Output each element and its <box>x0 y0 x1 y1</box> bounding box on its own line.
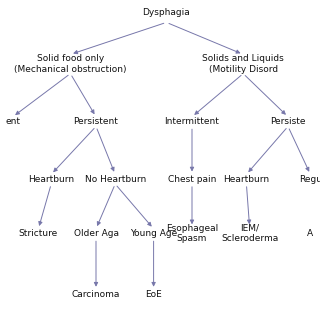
Text: Solids and Liquids
(Motility Disord: Solids and Liquids (Motility Disord <box>202 54 284 74</box>
Text: Heartburn: Heartburn <box>223 175 269 184</box>
Text: Older Aga: Older Aga <box>74 229 118 238</box>
Text: Heartburn: Heartburn <box>28 175 74 184</box>
Text: Esophageal
Spasm: Esophageal Spasm <box>166 224 218 243</box>
Text: Carcinoma: Carcinoma <box>72 290 120 299</box>
Text: Intermittent: Intermittent <box>164 117 220 126</box>
Text: ent: ent <box>5 117 20 126</box>
Text: No Heartburn: No Heartburn <box>84 175 146 184</box>
Text: Solid food only
(Mechanical obstruction): Solid food only (Mechanical obstruction) <box>14 54 127 74</box>
Text: Young Age: Young Age <box>130 229 177 238</box>
Text: Chest pain: Chest pain <box>168 175 216 184</box>
Text: Persistent: Persistent <box>74 117 118 126</box>
Text: Stricture: Stricture <box>19 229 58 238</box>
Text: EoE: EoE <box>145 290 162 299</box>
Text: Persiste: Persiste <box>270 117 306 126</box>
Text: IEM/
Scleroderma: IEM/ Scleroderma <box>221 224 278 243</box>
Text: Regu: Regu <box>299 175 320 184</box>
Text: Dysphagia: Dysphagia <box>142 8 190 17</box>
Text: A: A <box>307 229 314 238</box>
